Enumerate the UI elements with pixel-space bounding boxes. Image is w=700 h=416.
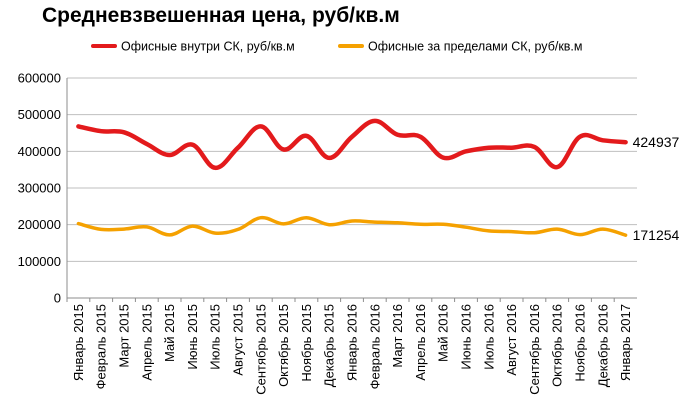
x-tick-label: Июнь 2016 xyxy=(459,304,474,370)
chart-title: Средневзвешенная цена, руб/кв.м xyxy=(42,4,400,27)
x-tick-label: Май 2016 xyxy=(436,304,451,362)
legend: Офисные внутри СК, руб/кв.м Офисные за пр… xyxy=(91,40,583,54)
x-tick-label: Январь 2015 xyxy=(71,304,86,381)
x-axis-ticks: Январь 2015 Февраль 2015 Март 2015 Апрель 2… xyxy=(66,298,633,395)
x-tick-label: Август 2016 xyxy=(504,304,519,376)
x-tick-label: Март 2015 xyxy=(117,304,132,368)
x-tick-label: Июль 2015 xyxy=(208,304,223,370)
series-end-label: 171254 xyxy=(633,227,680,243)
y-tick-label: 500000 xyxy=(18,107,61,122)
x-tick-label: Февраль 2016 xyxy=(367,304,382,389)
x-tick-label: Ноябрь 2015 xyxy=(299,304,314,382)
series-lines xyxy=(76,118,628,237)
y-tick-label: 300000 xyxy=(18,181,61,196)
x-tick-label: Апрель 2015 xyxy=(139,304,154,381)
series-line xyxy=(76,215,628,237)
x-tick-label: Июль 2016 xyxy=(481,304,496,370)
x-tick-label: Апрель 2016 xyxy=(413,304,428,381)
x-tick-label: Сентябрь 2016 xyxy=(527,304,542,395)
y-tick-label: 0 xyxy=(54,291,61,306)
x-tick-label: Февраль 2015 xyxy=(94,304,109,389)
end-labels: 424937 171254 xyxy=(633,134,680,243)
x-tick-label: Декабрь 2015 xyxy=(322,304,337,387)
x-tick-label: Сентябрь 2015 xyxy=(253,304,268,395)
series-line xyxy=(76,118,628,171)
y-tick-label: 100000 xyxy=(18,254,61,269)
legend-label: Офисные за пределами СК, руб/кв.м xyxy=(368,40,583,54)
x-tick-label: Январь 2016 xyxy=(345,304,360,381)
x-tick-label: Август 2015 xyxy=(231,304,246,376)
x-tick-label: Март 2016 xyxy=(390,304,405,368)
x-tick-label: Декабрь 2016 xyxy=(595,304,610,387)
x-tick-label: Январь 2017 xyxy=(618,304,633,381)
x-tick-label: Октябрь 2016 xyxy=(550,304,565,387)
y-tick-label: 200000 xyxy=(18,217,61,232)
y-axis-ticks: 0 100000 200000 300000 400000 500000 600000 xyxy=(18,71,61,306)
legend-label: Офисные внутри СК, руб/кв.м xyxy=(121,40,295,54)
series-end-label: 424937 xyxy=(633,134,680,150)
x-tick-label: Ноябрь 2016 xyxy=(573,304,588,382)
x-tick-label: Май 2015 xyxy=(162,304,177,362)
x-tick-label: Октябрь 2015 xyxy=(276,304,291,387)
x-tick-label: Июнь 2015 xyxy=(185,304,200,370)
y-tick-label: 600000 xyxy=(18,71,61,86)
y-tick-label: 400000 xyxy=(18,144,61,159)
